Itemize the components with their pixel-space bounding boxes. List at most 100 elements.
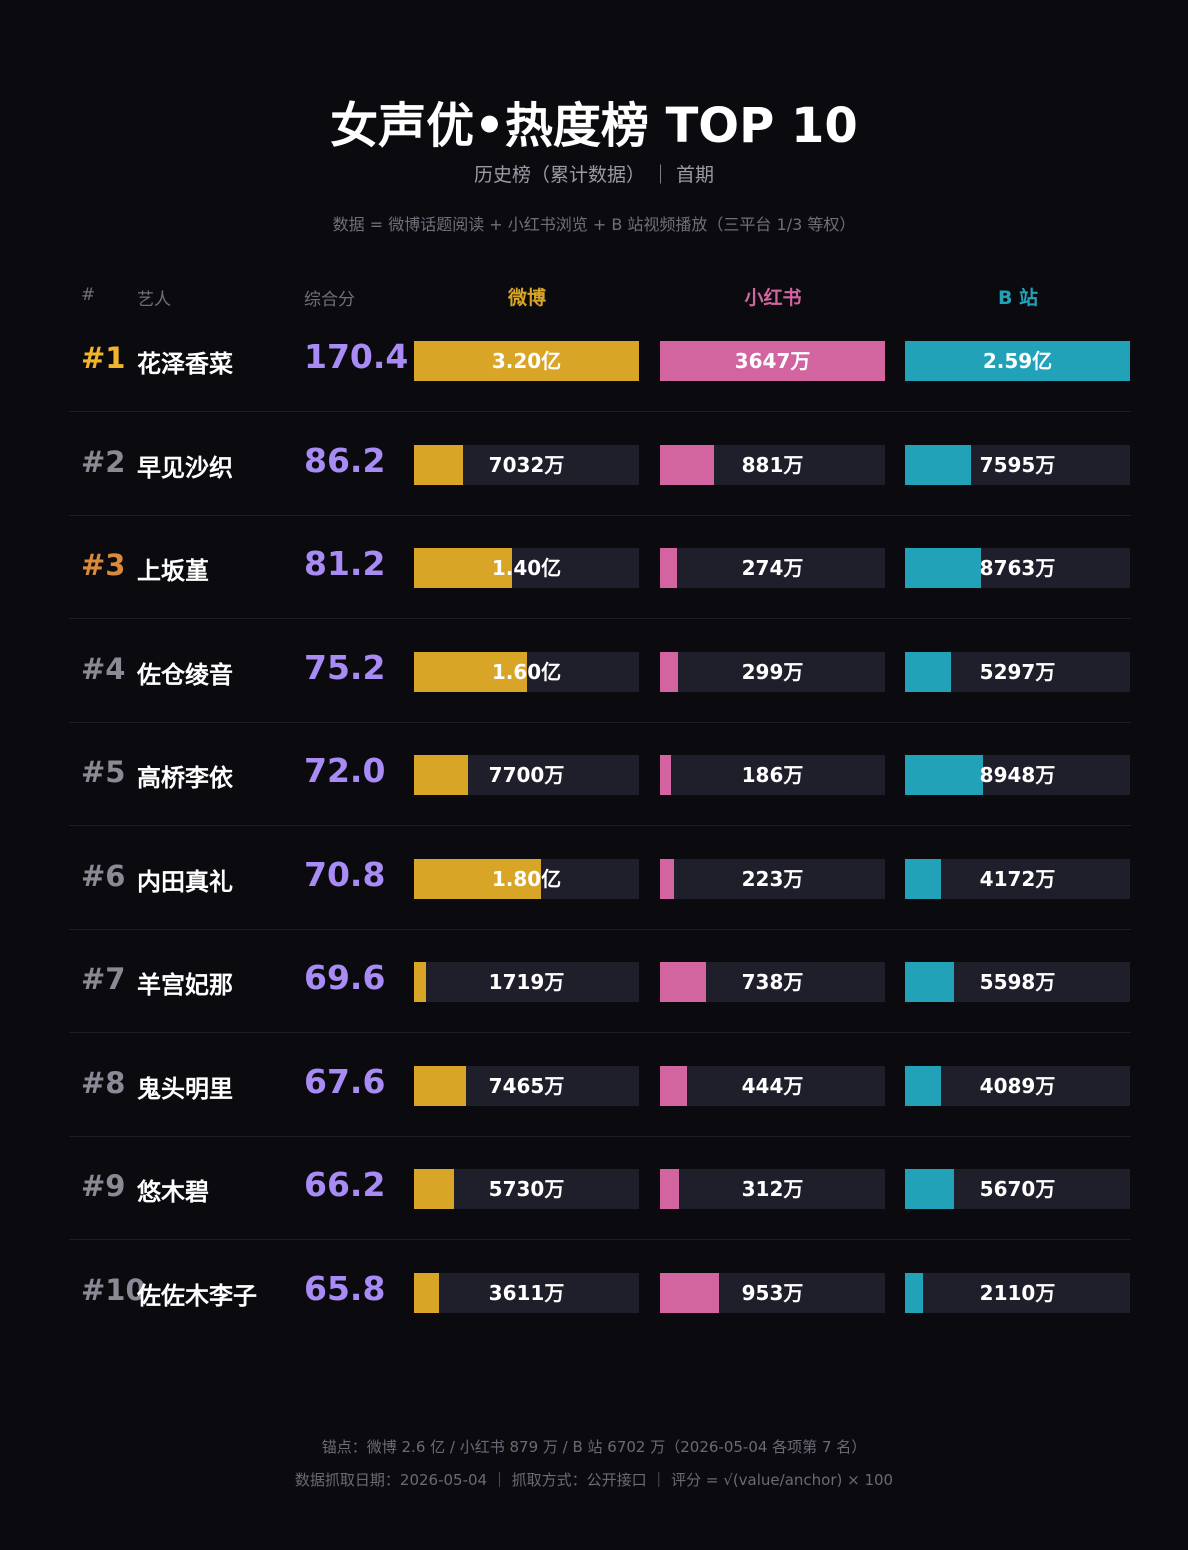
row-divider (69, 1135, 1131, 1137)
artist-name-4: 佐仓绫音 (137, 660, 233, 689)
table-row: #3 上坂堇 81.2 1.40亿 274万 8763万 (0, 515, 1188, 619)
xiaohongshu-bar-1 (660, 341, 885, 381)
xiaohongshu-bar-track-3: 274万 (660, 548, 885, 588)
weibo-bar-track-10: 3611万 (414, 1272, 639, 1313)
weibo-bar-track-3: 1.40亿 (414, 548, 639, 588)
weibo-bar-track-8: 7465万 (414, 1065, 639, 1106)
weibo-value-label-2: 7032万 (488, 452, 565, 477)
header-rank: # (81, 285, 96, 305)
artist-name-8: 鬼头明里 (137, 1074, 233, 1103)
bilibili-bar-10 (905, 1272, 924, 1313)
weibo-bar-track-4: 1.60亿 (414, 651, 639, 692)
bilibili-bar-4 (905, 651, 952, 692)
score-value-8: 67.6 (304, 1061, 386, 1101)
row-divider (69, 928, 1131, 930)
table-row: #7 羊宫妃那 69.6 1719万 738万 5598万 (0, 929, 1188, 1033)
bilibili-bar-2 (905, 444, 971, 485)
artist-name-6: 内田真礼 (137, 867, 233, 896)
header-artist: 艺人 (137, 290, 171, 310)
xiaohongshu-bar-track-1: 3647万 (660, 341, 885, 381)
xiaohongshu-bar-2 (660, 444, 715, 485)
bilibili-bar-7 (905, 962, 954, 1002)
table-row: #6 内田真礼 70.8 1.80亿 223万 4172万 (0, 826, 1188, 930)
weibo-value-label-4: 1.60亿 (491, 659, 562, 684)
footer-anchor-note: 锚点：微博 2.6 亿 / 小红书 879 万 / B 站 6702 万（202… (321, 1438, 867, 1456)
table-row: #5 高桥李依 72.0 7700万 186万 8948万 (0, 722, 1188, 826)
xiaohongshu-bar-10 (660, 1272, 719, 1313)
xiaohongshu-bar-track-9: 312万 (660, 1169, 885, 1209)
weibo-bar-3 (414, 548, 513, 588)
bilibili-value-label-6: 4172万 (979, 866, 1056, 891)
weibo-value-label-5: 7700万 (488, 763, 565, 787)
artist-name-5: 高桥李依 (137, 764, 233, 792)
row-divider (69, 1239, 1131, 1240)
xiaohongshu-bar-track-6: 223万 (660, 858, 885, 899)
bilibili-bar-5 (905, 755, 983, 795)
weibo-bar-9 (414, 1169, 455, 1209)
xiaohongshu-bar-8 (660, 1065, 688, 1106)
bilibili-bar-8 (905, 1065, 941, 1106)
bilibili-bar-track-3: 8763万 (905, 548, 1130, 588)
table-row: #4 佐仓绫音 75.2 1.60亿 299万 5297万 (0, 619, 1188, 723)
bilibili-bar-track-9: 5670万 (905, 1169, 1130, 1209)
weibo-value-label-7: 1719万 (488, 970, 565, 994)
xiaohongshu-bar-9 (660, 1169, 680, 1209)
xiaohongshu-bar-6 (660, 858, 674, 899)
bilibili-bar-6 (905, 858, 942, 899)
artist-name-3: 上坂堇 (137, 557, 209, 585)
score-value-1: 170.4 (304, 337, 409, 376)
bilibili-value-label-5: 8948万 (979, 763, 1056, 787)
weibo-bar-track-9: 5730万 (414, 1169, 639, 1209)
bilibili-value-label-3: 8763万 (979, 556, 1056, 580)
weibo-bar-track-7: 1719万 (414, 962, 639, 1002)
xiaohongshu-bar-track-5: 186万 (660, 755, 885, 795)
bilibili-bar-track-5: 8948万 (905, 755, 1130, 795)
xiaohongshu-value-label-7: 738万 (741, 970, 804, 994)
xiaohongshu-bar-track-7: 738万 (660, 962, 885, 1002)
xiaohongshu-value-label-10: 953万 (741, 1280, 804, 1305)
bilibili-bar-track-10: 2110万 (905, 1272, 1130, 1313)
xiaohongshu-value-label-1: 3647万 (734, 349, 811, 373)
xiaohongshu-value-label-9: 312万 (741, 1177, 804, 1201)
page-title: 女声优•热度榜 TOP 10 (330, 98, 858, 154)
bilibili-value-label-7: 5598万 (979, 970, 1056, 994)
row-divider (69, 618, 1131, 619)
bilibili-bar-track-7: 5598万 (905, 962, 1130, 1002)
weibo-bar-2 (414, 444, 464, 485)
weibo-value-label-3: 1.40亿 (491, 556, 562, 580)
bilibili-bar-9 (905, 1169, 955, 1209)
weibo-value-label-10: 3611万 (488, 1280, 565, 1305)
bilibili-bar-track-2: 7595万 (905, 444, 1130, 485)
xiaohongshu-bar-4 (660, 651, 679, 692)
weibo-bar-track-2: 7032万 (414, 444, 639, 485)
weibo-value-label-9: 5730万 (488, 1177, 565, 1201)
xiaohongshu-value-label-5: 186万 (741, 763, 804, 787)
footer-meta: 数据抓取日期：2026-05-04 ｜ 抓取方式：公开接口 ｜ 评分 = √(v… (294, 1471, 894, 1489)
weibo-bar-7 (414, 962, 427, 1002)
rank-label-1: #1 (81, 341, 126, 375)
artist-name-2: 早见沙织 (137, 453, 233, 482)
xiaohongshu-value-label-2: 881万 (741, 452, 804, 477)
score-value-7: 69.6 (304, 958, 386, 997)
score-value-10: 65.8 (304, 1268, 386, 1308)
rank-label-6: #6 (81, 858, 126, 893)
weibo-value-label-1: 3.20亿 (491, 349, 562, 373)
weibo-bar-5 (414, 755, 469, 795)
table-row: #2 早见沙织 86.2 7032万 881万 7595万 (0, 412, 1188, 516)
bilibili-value-label-1: 2.59亿 (982, 349, 1053, 373)
bilibili-bar-1 (905, 341, 1130, 381)
table-row: #8 鬼头明里 67.6 7465万 444万 4089万 (0, 1033, 1188, 1137)
bilibili-value-label-2: 7595万 (979, 452, 1056, 477)
header-xiaohongshu: 小红书 (744, 287, 802, 309)
xiaohongshu-value-label-8: 444万 (741, 1073, 804, 1098)
xiaohongshu-value-label-3: 274万 (741, 556, 804, 580)
xiaohongshu-bar-track-4: 299万 (660, 651, 885, 692)
rank-label-10: #10 (81, 1272, 146, 1307)
weibo-bar-track-6: 1.80亿 (414, 858, 639, 899)
weibo-bar-track-1: 3.20亿 (414, 341, 639, 381)
header-weibo: 微博 (507, 287, 546, 309)
rank-label-7: #7 (81, 962, 126, 996)
xiaohongshu-bar-track-2: 881万 (660, 444, 885, 485)
bilibili-value-label-10: 2110万 (979, 1280, 1056, 1305)
artist-name-1: 花泽香菜 (137, 350, 233, 378)
